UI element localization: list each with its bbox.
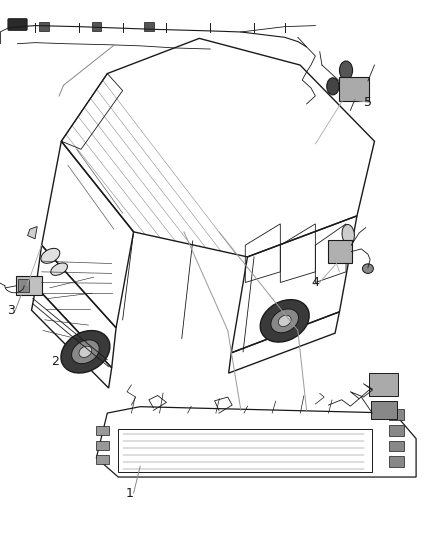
Text: 5: 5	[364, 96, 372, 109]
FancyBboxPatch shape	[96, 455, 109, 464]
FancyBboxPatch shape	[369, 373, 398, 396]
Polygon shape	[28, 227, 37, 239]
Ellipse shape	[41, 248, 60, 263]
FancyBboxPatch shape	[328, 240, 352, 263]
Text: 3: 3	[7, 304, 15, 317]
FancyBboxPatch shape	[389, 456, 404, 467]
Ellipse shape	[271, 309, 299, 333]
Ellipse shape	[61, 330, 110, 373]
FancyBboxPatch shape	[389, 409, 404, 420]
Ellipse shape	[71, 340, 99, 364]
FancyBboxPatch shape	[96, 440, 109, 450]
FancyBboxPatch shape	[16, 276, 42, 295]
Ellipse shape	[342, 224, 354, 245]
FancyBboxPatch shape	[96, 426, 109, 435]
Ellipse shape	[362, 264, 373, 273]
FancyBboxPatch shape	[389, 441, 404, 451]
Ellipse shape	[339, 61, 353, 80]
Text: 2: 2	[51, 355, 59, 368]
Text: 4: 4	[311, 276, 319, 289]
FancyBboxPatch shape	[144, 22, 154, 31]
FancyBboxPatch shape	[8, 19, 27, 30]
Ellipse shape	[260, 300, 309, 342]
FancyBboxPatch shape	[389, 425, 404, 435]
FancyBboxPatch shape	[339, 77, 369, 101]
Text: 1: 1	[125, 487, 133, 499]
FancyBboxPatch shape	[92, 22, 101, 31]
Ellipse shape	[278, 315, 291, 327]
FancyBboxPatch shape	[371, 401, 397, 419]
Ellipse shape	[51, 263, 67, 276]
Ellipse shape	[79, 346, 92, 358]
Ellipse shape	[327, 78, 339, 95]
FancyBboxPatch shape	[18, 279, 29, 292]
FancyBboxPatch shape	[39, 22, 49, 31]
